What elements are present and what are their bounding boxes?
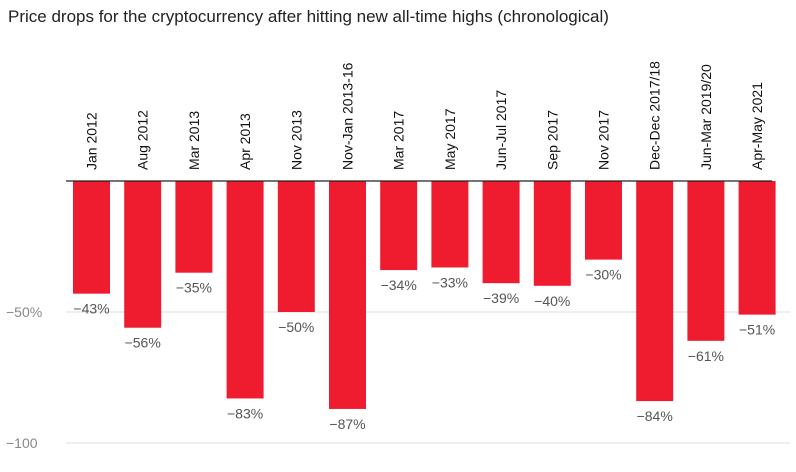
data-label: −84% <box>637 408 673 424</box>
chart-title: Price drops for the cryptocurrency after… <box>8 7 609 26</box>
bar <box>226 181 264 399</box>
bar <box>73 181 110 294</box>
category-label: Nov 2017 <box>596 110 612 170</box>
data-label: −30% <box>585 267 621 283</box>
bar <box>431 181 469 268</box>
category-label: Apr-May 2021 <box>749 82 765 170</box>
data-label: −34% <box>381 277 417 293</box>
gridlines <box>66 311 790 444</box>
bars <box>73 181 776 409</box>
data-label: −43% <box>73 301 109 317</box>
data-label: −87% <box>329 416 365 432</box>
bar <box>329 181 366 409</box>
data-label: −83% <box>227 405 263 421</box>
data-label: −51% <box>739 322 775 338</box>
bar <box>687 181 725 341</box>
data-label: −50% <box>278 319 314 335</box>
bar <box>380 181 418 271</box>
labels: −50% −100 −43% Jan 2012 −56% Aug 2012 −35% Mar … <box>6 61 775 451</box>
bar <box>533 181 571 286</box>
category-label: May 2017 <box>442 108 458 170</box>
category-label: Jun-Mar 2019/20 <box>698 64 714 170</box>
bar <box>175 181 213 273</box>
bar <box>277 181 315 312</box>
data-label: −35% <box>176 280 212 296</box>
data-label: −56% <box>125 335 161 351</box>
category-label: Dec-Dec 2017/18 <box>647 61 663 170</box>
data-label: −39% <box>483 290 519 306</box>
bar <box>636 181 674 402</box>
category-label: Nov 2013 <box>288 110 304 170</box>
bar <box>585 181 622 260</box>
category-label: Jun-Jul 2017 <box>493 90 509 170</box>
data-label: −33% <box>432 274 468 290</box>
category-label: Aug 2012 <box>135 110 151 170</box>
category-label: Apr 2013 <box>237 113 253 170</box>
category-label: Sep 2017 <box>544 110 560 170</box>
y-tick-label: −100 <box>6 435 38 451</box>
category-label: Jan 2012 <box>84 112 100 170</box>
bar <box>482 181 520 284</box>
data-label: −40% <box>534 293 570 309</box>
y-tick-label: −50% <box>6 304 42 320</box>
category-label: Nov-Jan 2013-16 <box>340 62 356 170</box>
bar <box>124 181 162 328</box>
category-label: Mar 2013 <box>186 111 202 170</box>
bar <box>738 181 776 315</box>
data-label: −61% <box>688 348 724 364</box>
category-label: Mar 2017 <box>391 111 407 170</box>
